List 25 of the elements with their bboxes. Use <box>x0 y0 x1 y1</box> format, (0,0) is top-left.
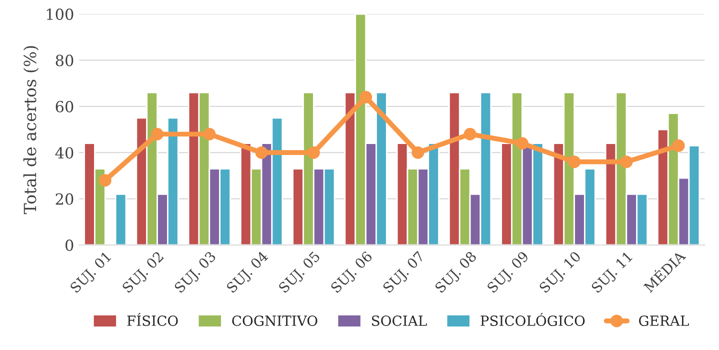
y-tick-label: 0 <box>66 239 74 252</box>
y-tick-label: 60 <box>56 100 74 112</box>
legend-label: GERAL <box>639 315 689 326</box>
point <box>516 137 528 150</box>
y-tick-label: 80 <box>56 54 74 66</box>
point <box>620 156 633 168</box>
legend-label: SOCIAL <box>372 315 427 326</box>
point <box>360 90 372 104</box>
y-tick-label: 40 <box>55 147 74 159</box>
point <box>464 128 476 140</box>
legend-label: PSICOLÓGICO <box>480 312 585 326</box>
legend-label: FÍSICO <box>127 312 178 326</box>
point <box>412 146 424 159</box>
point <box>98 174 112 187</box>
y-tick-label: 100 <box>46 8 74 20</box>
point <box>255 146 268 159</box>
bar <box>114 193 127 245</box>
y-axis-title: Total de acertos (%) <box>23 46 39 214</box>
point <box>568 156 581 168</box>
point <box>672 139 685 152</box>
y-tick-label: 20 <box>56 193 74 205</box>
point <box>151 128 164 140</box>
point <box>307 146 320 159</box>
legend-label: COGNITIVO <box>232 315 318 326</box>
point <box>203 128 216 140</box>
